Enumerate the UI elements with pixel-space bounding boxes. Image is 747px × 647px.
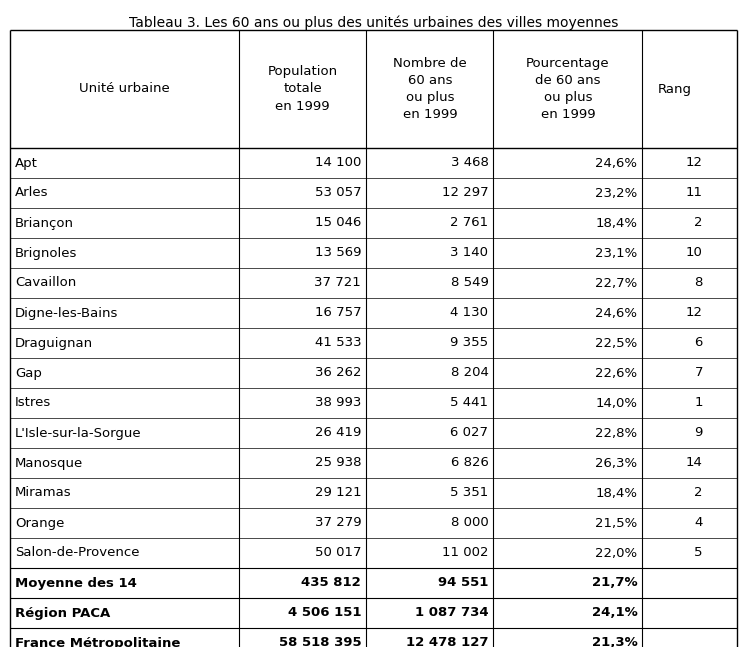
Text: Istres: Istres: [15, 397, 52, 410]
Text: 23,2%: 23,2%: [595, 186, 637, 199]
Text: 21,5%: 21,5%: [595, 516, 637, 529]
Text: 1: 1: [695, 397, 703, 410]
Text: 11 002: 11 002: [442, 547, 489, 560]
Text: 8 549: 8 549: [450, 276, 489, 289]
Text: 12: 12: [686, 157, 703, 170]
Text: France Métropolitaine: France Métropolitaine: [15, 637, 180, 647]
Text: 3 468: 3 468: [450, 157, 489, 170]
Text: 22,7%: 22,7%: [595, 276, 637, 289]
Text: 22,0%: 22,0%: [595, 547, 637, 560]
Text: 12 478 127: 12 478 127: [406, 637, 489, 647]
Text: 9 355: 9 355: [450, 336, 489, 349]
Text: 21,3%: 21,3%: [592, 637, 637, 647]
Text: 94 551: 94 551: [438, 576, 489, 589]
Text: 25 938: 25 938: [314, 457, 362, 470]
Text: 22,5%: 22,5%: [595, 336, 637, 349]
Text: 4 130: 4 130: [450, 307, 489, 320]
Text: 14,0%: 14,0%: [595, 397, 637, 410]
Text: 37 279: 37 279: [314, 516, 362, 529]
Text: Rang: Rang: [658, 83, 692, 96]
Text: 3 140: 3 140: [450, 247, 489, 259]
Text: 14: 14: [686, 457, 703, 470]
Text: 8: 8: [695, 276, 703, 289]
Text: 11: 11: [686, 186, 703, 199]
Text: 2: 2: [695, 487, 703, 499]
Text: Arles: Arles: [15, 186, 49, 199]
Text: 5: 5: [695, 547, 703, 560]
Text: 29 121: 29 121: [314, 487, 362, 499]
Text: 13 569: 13 569: [314, 247, 362, 259]
Text: 12: 12: [686, 307, 703, 320]
Text: Cavaillon: Cavaillon: [15, 276, 76, 289]
Text: 24,6%: 24,6%: [595, 157, 637, 170]
Text: 5 351: 5 351: [450, 487, 489, 499]
Text: 24,1%: 24,1%: [592, 606, 637, 619]
Text: 8 204: 8 204: [450, 366, 489, 380]
Text: 2: 2: [695, 217, 703, 230]
Text: 21,7%: 21,7%: [592, 576, 637, 589]
Text: Salon-de-Provence: Salon-de-Provence: [15, 547, 140, 560]
Text: Digne-les-Bains: Digne-les-Bains: [15, 307, 118, 320]
Text: 6: 6: [695, 336, 703, 349]
Text: Région PACA: Région PACA: [15, 606, 111, 619]
Text: 9: 9: [695, 426, 703, 439]
Text: 58 518 395: 58 518 395: [279, 637, 362, 647]
Text: 6 826: 6 826: [450, 457, 489, 470]
Text: Miramas: Miramas: [15, 487, 72, 499]
Text: 5 441: 5 441: [450, 397, 489, 410]
Text: Moyenne des 14: Moyenne des 14: [15, 576, 137, 589]
Text: 36 262: 36 262: [314, 366, 362, 380]
Text: Gap: Gap: [15, 366, 42, 380]
Text: 8 000: 8 000: [450, 516, 489, 529]
Text: Tableau 3. Les 60 ans ou plus des unités urbaines des villes moyennes: Tableau 3. Les 60 ans ou plus des unités…: [128, 15, 619, 30]
Text: 7: 7: [695, 366, 703, 380]
Text: 6 027: 6 027: [450, 426, 489, 439]
Text: Orange: Orange: [15, 516, 64, 529]
Text: 41 533: 41 533: [314, 336, 362, 349]
Text: Draguignan: Draguignan: [15, 336, 93, 349]
Text: Population
totale
en 1999: Population totale en 1999: [267, 65, 338, 113]
Text: Unité urbaine: Unité urbaine: [79, 83, 170, 96]
Text: 4: 4: [695, 516, 703, 529]
Text: 4 506 151: 4 506 151: [288, 606, 362, 619]
Text: 26 419: 26 419: [314, 426, 362, 439]
Text: 2 761: 2 761: [450, 217, 489, 230]
Text: Apt: Apt: [15, 157, 38, 170]
Text: 10: 10: [686, 247, 703, 259]
Text: Manosque: Manosque: [15, 457, 83, 470]
Text: 23,1%: 23,1%: [595, 247, 637, 259]
Text: 15 046: 15 046: [314, 217, 362, 230]
Text: 50 017: 50 017: [314, 547, 362, 560]
Text: Brignoles: Brignoles: [15, 247, 78, 259]
Text: 22,8%: 22,8%: [595, 426, 637, 439]
Text: 53 057: 53 057: [314, 186, 362, 199]
Text: Pourcentage
de 60 ans
ou plus
en 1999: Pourcentage de 60 ans ou plus en 1999: [526, 57, 610, 121]
Text: 22,6%: 22,6%: [595, 366, 637, 380]
Text: Nombre de
60 ans
ou plus
en 1999: Nombre de 60 ans ou plus en 1999: [393, 57, 467, 121]
Text: 1 087 734: 1 087 734: [415, 606, 489, 619]
Text: 18,4%: 18,4%: [595, 487, 637, 499]
Text: 435 812: 435 812: [302, 576, 362, 589]
Text: 24,6%: 24,6%: [595, 307, 637, 320]
Text: 12 297: 12 297: [441, 186, 489, 199]
Text: 18,4%: 18,4%: [595, 217, 637, 230]
Text: Briançon: Briançon: [15, 217, 74, 230]
Text: 26,3%: 26,3%: [595, 457, 637, 470]
Text: 38 993: 38 993: [314, 397, 362, 410]
Text: 37 721: 37 721: [314, 276, 362, 289]
Text: 16 757: 16 757: [314, 307, 362, 320]
Text: 14 100: 14 100: [314, 157, 362, 170]
Text: L'Isle-sur-la-Sorgue: L'Isle-sur-la-Sorgue: [15, 426, 142, 439]
